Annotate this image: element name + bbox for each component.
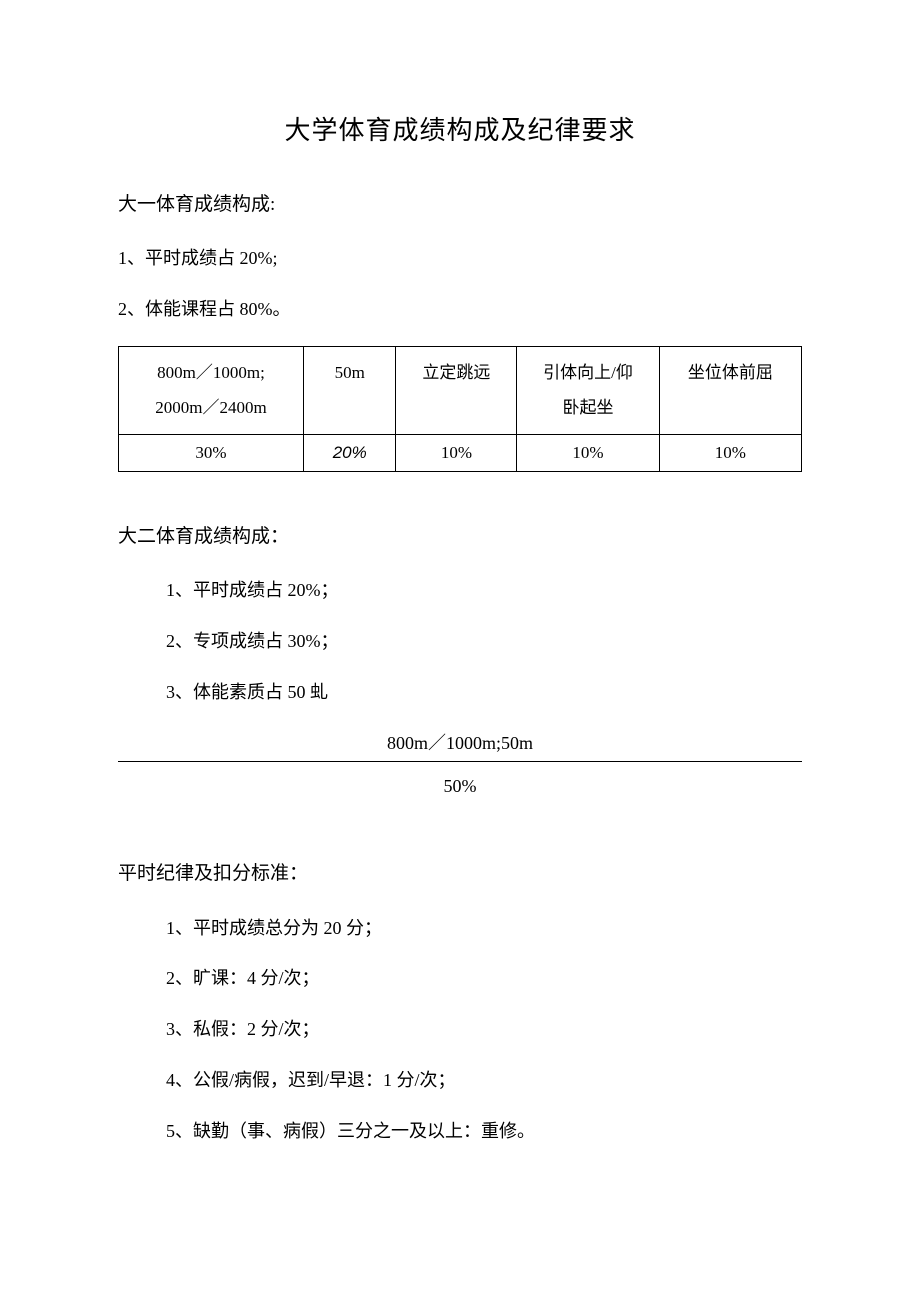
table-header-cell: 800m／1000m; 2000m／2400m (119, 346, 304, 434)
cell-line: 引体向上/仰 (521, 355, 654, 391)
discipline-item-1: 1、平时成绩总分为 20 分； (118, 914, 802, 943)
table-value-cell: 10% (517, 434, 659, 471)
discipline-item-2: 2、旷课：4 分/次； (118, 964, 802, 993)
sophomore-mini-table: 800m／1000m;50m 50% (118, 729, 802, 802)
sophomore-item-2: 2、专项成绩占 30%； (118, 627, 802, 656)
divider (118, 761, 802, 762)
table-value-cell: 30% (119, 434, 304, 471)
table-header-cell: 引体向上/仰 卧起坐 (517, 346, 659, 434)
discipline-item-3: 3、私假：2 分/次； (118, 1015, 802, 1044)
sophomore-heading: 大二体育成绩构成： (118, 522, 802, 552)
table-row-header: 800m／1000m; 2000m／2400m 50m 立定跳远 引体向上/仰 … (119, 346, 802, 434)
discipline-heading: 平时纪律及扣分标准： (118, 859, 802, 889)
sophomore-item-3: 3、体能素质占 50 虬 (118, 678, 802, 707)
table-header-cell: 50m (303, 346, 395, 434)
cell-line: 50m (308, 355, 391, 391)
freshman-table: 800m／1000m; 2000m／2400m 50m 立定跳远 引体向上/仰 … (118, 346, 802, 472)
cell-line: 立定跳远 (400, 355, 512, 391)
cell-line: 坐位体前屈 (664, 355, 797, 391)
freshman-item-1: 1、平时成绩占 20%; (118, 244, 802, 273)
sophomore-list: 1、平时成绩占 20%； 2、专项成绩占 30%； 3、体能素质占 50 虬 (118, 576, 802, 706)
page-title: 大学体育成绩构成及纪律要求 (118, 110, 802, 152)
freshman-heading: 大一体育成绩构成: (118, 190, 802, 220)
table-value-cell: 10% (659, 434, 801, 471)
table-header-cell: 立定跳远 (396, 346, 517, 434)
table-header-cell: 坐位体前屈 (659, 346, 801, 434)
table-value-cell: 20% (303, 434, 395, 471)
table-row-values: 30% 20% 10% 10% 10% (119, 434, 802, 471)
italic-value: 20% (333, 443, 367, 462)
discipline-item-4: 4、公假/病假，迟到/早退：1 分/次； (118, 1066, 802, 1095)
mini-table-header: 800m／1000m;50m (118, 729, 802, 762)
discipline-list: 1、平时成绩总分为 20 分； 2、旷课：4 分/次； 3、私假：2 分/次； … (118, 914, 802, 1146)
discipline-item-5: 5、缺勤（事、病假）三分之一及以上：重修。 (118, 1117, 802, 1146)
table-value-cell: 10% (396, 434, 517, 471)
sophomore-item-1: 1、平时成绩占 20%； (118, 576, 802, 605)
cell-line: 卧起坐 (521, 390, 654, 426)
freshman-item-2: 2、体能课程占 80%。 (118, 295, 802, 324)
mini-table-value: 50% (118, 772, 802, 801)
cell-line: 2000m／2400m (123, 390, 299, 426)
cell-line: 800m／1000m; (123, 355, 299, 391)
